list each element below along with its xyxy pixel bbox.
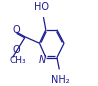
Text: O: O [13, 45, 20, 55]
Text: HO: HO [34, 2, 49, 12]
Text: NH₂: NH₂ [51, 75, 69, 85]
Text: CH₃: CH₃ [9, 56, 26, 65]
Text: O: O [13, 25, 20, 35]
Text: N: N [39, 55, 46, 65]
